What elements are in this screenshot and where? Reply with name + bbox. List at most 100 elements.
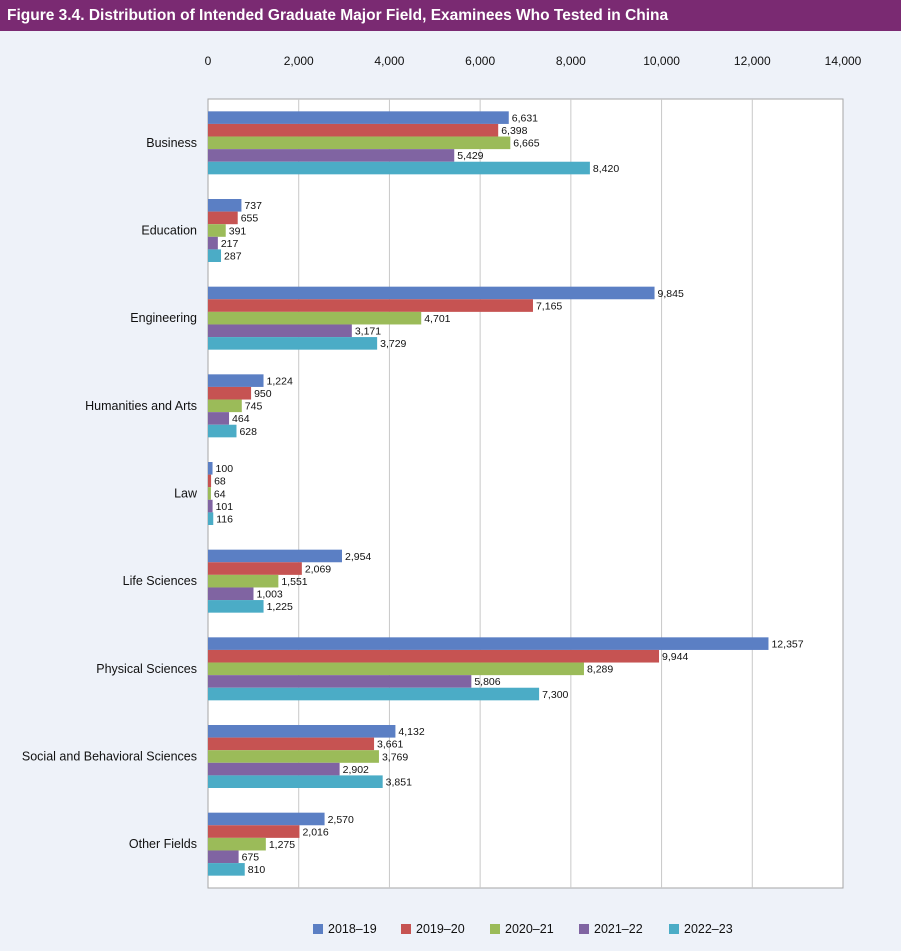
- bar: [208, 374, 264, 387]
- legend-swatch: [579, 924, 589, 934]
- data-label: 101: [216, 501, 234, 513]
- legend-swatch: [313, 924, 323, 934]
- bar: [208, 299, 533, 312]
- data-label: 64: [214, 488, 226, 500]
- data-label: 3,729: [380, 338, 406, 350]
- category-label: Business: [146, 136, 197, 150]
- data-label: 1,551: [281, 576, 307, 588]
- data-label: 7,165: [536, 300, 562, 312]
- data-label: 9,944: [662, 651, 688, 663]
- x-tick-label: 2,000: [284, 54, 314, 68]
- bar: [208, 474, 212, 488]
- bar: [208, 687, 540, 701]
- bar: [208, 850, 239, 864]
- data-label: 12,357: [771, 638, 803, 650]
- x-tick-label: 12,000: [734, 54, 771, 68]
- data-label: 100: [216, 463, 234, 475]
- legend-label: 2019–20: [416, 922, 465, 936]
- data-label: 655: [241, 213, 259, 225]
- data-label: 116: [216, 514, 233, 526]
- category-label: Law: [174, 487, 198, 501]
- data-label: 810: [248, 864, 266, 876]
- bar: [208, 737, 375, 751]
- bar: [208, 637, 769, 650]
- data-label: 287: [224, 251, 242, 263]
- data-label: 5,429: [457, 150, 483, 162]
- bar: [208, 399, 242, 413]
- data-label: 8,289: [587, 664, 613, 676]
- data-label: 1,275: [269, 839, 295, 851]
- bar: [208, 863, 245, 876]
- bar: [208, 236, 218, 250]
- bar: [208, 386, 252, 400]
- data-label: 2,902: [343, 764, 369, 776]
- data-label: 9,845: [658, 288, 684, 300]
- bar: [208, 662, 584, 676]
- data-label: 737: [244, 200, 262, 212]
- data-label: 745: [245, 401, 263, 413]
- data-label: 464: [232, 413, 250, 425]
- bar: [208, 649, 660, 663]
- data-label: 2,016: [302, 826, 328, 838]
- bar: [208, 337, 378, 350]
- data-label: 1,225: [267, 601, 293, 613]
- legend-label: 2022–23: [684, 922, 733, 936]
- legend-swatch: [669, 924, 679, 934]
- legend-label: 2021–22: [594, 922, 643, 936]
- bar: [208, 311, 422, 325]
- data-label: 4,701: [424, 313, 450, 325]
- data-label: 6,631: [512, 112, 538, 124]
- data-label: 6,398: [501, 125, 527, 137]
- data-label: 2,069: [305, 563, 331, 575]
- bar: [208, 775, 383, 788]
- data-label: 68: [214, 476, 226, 488]
- data-label: 1,003: [256, 589, 282, 601]
- data-label: 6,665: [513, 138, 539, 150]
- category-label: Humanities and Arts: [85, 399, 197, 413]
- data-label: 8,420: [593, 163, 619, 175]
- legend-swatch: [401, 924, 411, 934]
- data-label: 628: [239, 426, 257, 438]
- x-tick-label: 8,000: [556, 54, 586, 68]
- category-label: Physical Sciences: [96, 662, 197, 676]
- bar: [208, 600, 264, 613]
- bar: [208, 825, 300, 838]
- bar: [208, 224, 226, 237]
- figure-title: Figure 3.4. Distribution of Intended Gra…: [0, 0, 901, 31]
- bar: [208, 587, 254, 601]
- category-label: Other Fields: [129, 837, 197, 851]
- bar: [208, 549, 342, 563]
- category-label: Social and Behavioral Sciences: [22, 750, 197, 764]
- bar: [208, 211, 238, 225]
- x-tick-label: 14,000: [825, 54, 862, 68]
- data-label: 1,224: [267, 375, 293, 387]
- bar: [208, 286, 655, 300]
- data-label: 4,132: [398, 726, 424, 738]
- bar: [208, 136, 511, 150]
- bar: [208, 762, 340, 776]
- data-label: 217: [221, 238, 239, 250]
- bar: [208, 512, 214, 525]
- data-label: 3,171: [355, 326, 381, 338]
- legend-label: 2020–21: [505, 922, 554, 936]
- data-label: 3,851: [386, 777, 412, 789]
- data-label: 2,570: [328, 814, 354, 826]
- category-label: Engineering: [130, 311, 197, 325]
- bar: [208, 111, 509, 124]
- bar: [208, 424, 237, 438]
- data-label: 3,661: [377, 739, 403, 751]
- category-label: Life Sciences: [123, 574, 197, 588]
- data-label: 675: [242, 852, 260, 864]
- x-tick-label: 6,000: [465, 54, 495, 68]
- x-tick-label: 4,000: [374, 54, 404, 68]
- data-label: 2,954: [345, 551, 371, 563]
- bar: [208, 123, 499, 137]
- data-label: 950: [254, 388, 272, 400]
- bar: [208, 161, 590, 175]
- bar: [208, 837, 266, 851]
- x-tick-label: 10,000: [643, 54, 680, 68]
- legend-swatch: [490, 924, 500, 934]
- bar: [208, 562, 302, 575]
- bar: [208, 574, 279, 588]
- bar: [208, 725, 396, 738]
